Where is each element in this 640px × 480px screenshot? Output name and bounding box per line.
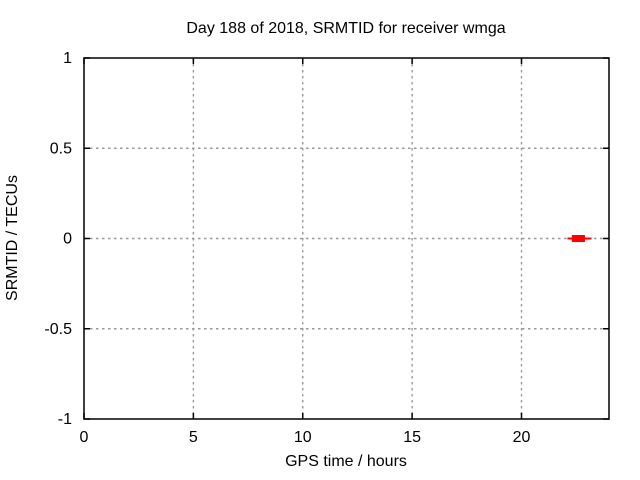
- y-tick-label: 0.5: [50, 140, 72, 157]
- y-tick-label: 1: [63, 50, 72, 67]
- y-axis-label: SRMTID / TECUs: [4, 175, 21, 301]
- y-tick-label: -0.5: [44, 321, 72, 338]
- chart-title: Day 188 of 2018, SRMTID for receiver wmg…: [186, 20, 505, 37]
- x-axis-label: GPS time / hours: [285, 453, 407, 470]
- y-tick-label: -1: [58, 411, 72, 428]
- x-tick-label: 5: [189, 429, 198, 446]
- x-tick-label: 10: [294, 429, 312, 446]
- chart-generated-layer: 0 5 10 15 20 -1 -0.5 0 0.5 1: [44, 50, 610, 446]
- x-tick-label: 20: [513, 429, 531, 446]
- x-tick-label: 0: [80, 429, 89, 446]
- x-tick-label: 15: [403, 429, 421, 446]
- y-tick-label: 0: [63, 231, 72, 248]
- data-point-box: [571, 235, 585, 242]
